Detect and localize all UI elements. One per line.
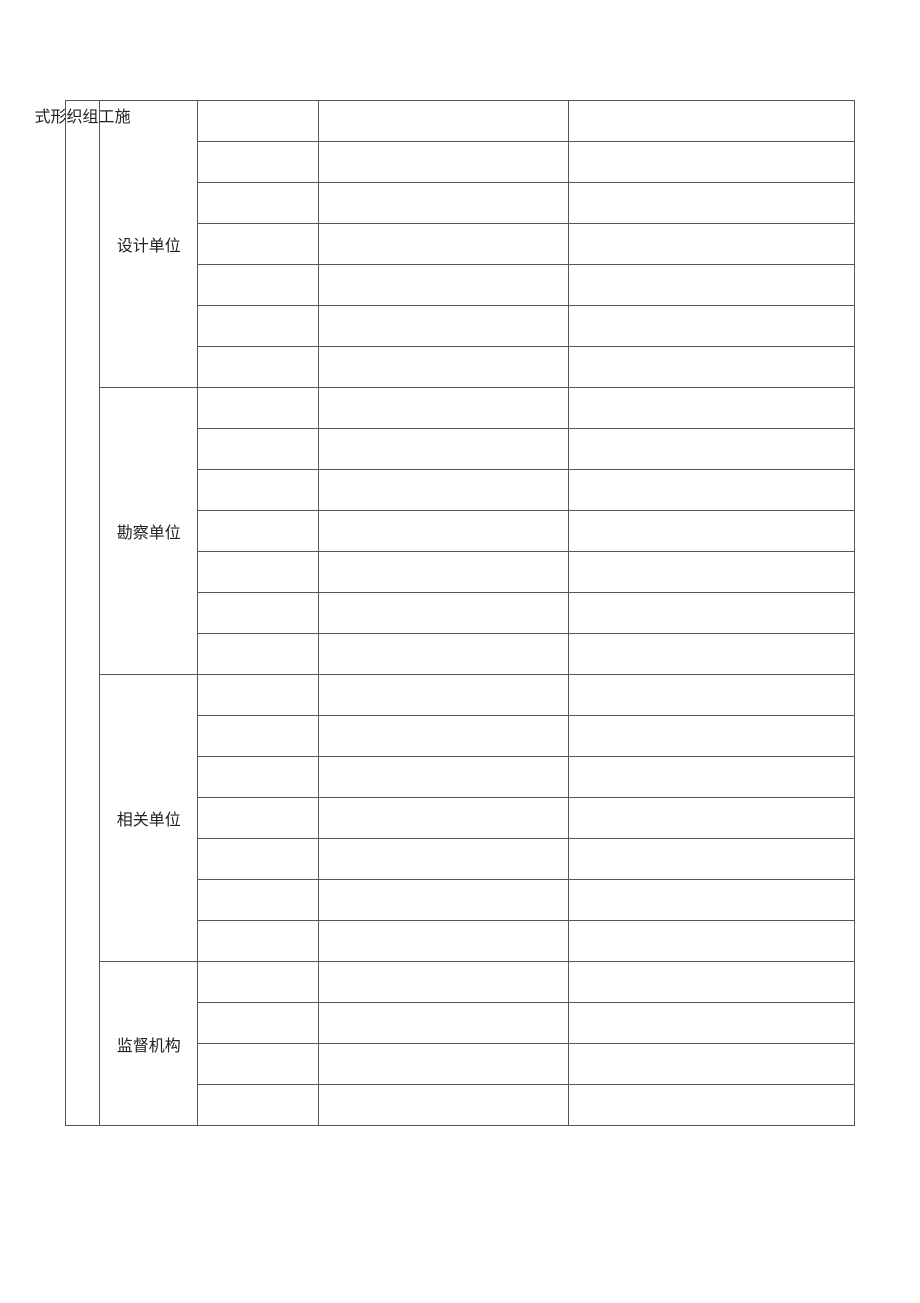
data-cell	[569, 1085, 855, 1126]
data-cell	[198, 224, 318, 265]
data-cell	[198, 429, 318, 470]
data-cell	[569, 265, 855, 306]
data-cell	[198, 265, 318, 306]
data-cell	[318, 1085, 569, 1126]
vertical-label-char: 式	[34, 103, 50, 133]
form-table-container: 施工组织形式设计单位勘察单位相关单位监督机构	[65, 100, 855, 1126]
data-cell	[198, 593, 318, 634]
data-cell	[198, 347, 318, 388]
data-cell	[318, 306, 569, 347]
data-cell	[318, 142, 569, 183]
data-cell	[569, 962, 855, 1003]
data-cell	[569, 470, 855, 511]
data-cell	[198, 634, 318, 675]
data-cell	[318, 757, 569, 798]
data-cell	[569, 1044, 855, 1085]
section-label: 相关单位	[100, 675, 198, 962]
section-label: 监督机构	[100, 962, 198, 1126]
data-cell	[198, 1003, 318, 1044]
data-cell	[318, 388, 569, 429]
data-cell	[198, 306, 318, 347]
table-row: 施工组织形式设计单位	[66, 101, 855, 142]
data-cell	[318, 224, 569, 265]
data-cell	[198, 142, 318, 183]
data-cell	[318, 675, 569, 716]
data-cell	[198, 1085, 318, 1126]
data-cell	[198, 552, 318, 593]
data-cell	[318, 962, 569, 1003]
data-cell	[198, 101, 318, 142]
data-cell	[569, 388, 855, 429]
data-cell	[198, 716, 318, 757]
vertical-label-char: 工	[99, 103, 115, 133]
data-cell	[318, 470, 569, 511]
data-cell	[318, 429, 569, 470]
vertical-label-char: 施	[115, 103, 131, 133]
data-cell	[318, 183, 569, 224]
data-cell	[569, 142, 855, 183]
data-cell	[318, 634, 569, 675]
data-cell	[569, 634, 855, 675]
data-cell	[318, 880, 569, 921]
data-cell	[569, 224, 855, 265]
table-row: 监督机构	[66, 962, 855, 1003]
data-cell	[198, 921, 318, 962]
data-cell	[318, 101, 569, 142]
data-cell	[318, 921, 569, 962]
data-cell	[569, 716, 855, 757]
data-cell	[569, 798, 855, 839]
data-cell	[569, 511, 855, 552]
data-cell	[318, 552, 569, 593]
data-cell	[569, 839, 855, 880]
vertical-label-char: 组	[83, 103, 99, 133]
data-cell	[569, 675, 855, 716]
data-cell	[318, 511, 569, 552]
data-cell	[198, 183, 318, 224]
vertical-category-label: 施工组织形式	[66, 101, 100, 1126]
data-cell	[198, 798, 318, 839]
section-label: 设计单位	[100, 101, 198, 388]
data-cell	[198, 388, 318, 429]
data-cell	[198, 880, 318, 921]
table-row: 勘察单位	[66, 388, 855, 429]
data-cell	[198, 839, 318, 880]
data-cell	[198, 1044, 318, 1085]
data-cell	[318, 798, 569, 839]
vertical-label-char: 形	[51, 103, 67, 133]
data-cell	[569, 1003, 855, 1044]
data-cell	[569, 921, 855, 962]
data-cell	[318, 347, 569, 388]
data-cell	[569, 101, 855, 142]
data-cell	[569, 880, 855, 921]
data-cell	[318, 1003, 569, 1044]
data-cell	[198, 470, 318, 511]
data-cell	[318, 1044, 569, 1085]
data-cell	[569, 552, 855, 593]
data-cell	[198, 757, 318, 798]
data-cell	[318, 839, 569, 880]
data-cell	[318, 265, 569, 306]
data-cell	[198, 511, 318, 552]
data-cell	[569, 347, 855, 388]
data-cell	[318, 593, 569, 634]
vertical-label-char: 织	[67, 103, 83, 133]
data-cell	[569, 306, 855, 347]
data-cell	[198, 962, 318, 1003]
data-cell	[318, 716, 569, 757]
section-label: 勘察单位	[100, 388, 198, 675]
form-table: 施工组织形式设计单位勘察单位相关单位监督机构	[65, 100, 855, 1126]
data-cell	[569, 593, 855, 634]
data-cell	[569, 757, 855, 798]
data-cell	[569, 183, 855, 224]
data-cell	[198, 675, 318, 716]
data-cell	[569, 429, 855, 470]
table-row: 相关单位	[66, 675, 855, 716]
